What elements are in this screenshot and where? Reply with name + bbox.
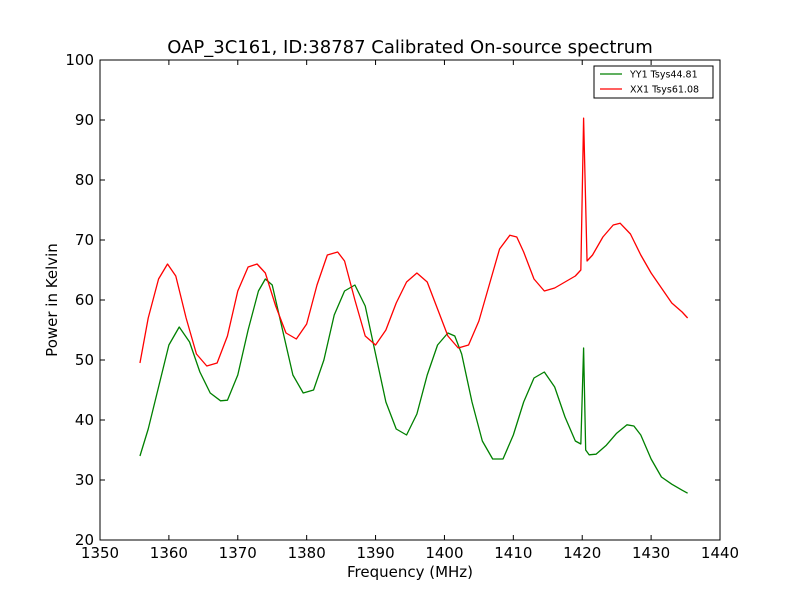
y-tick-label: 60 — [75, 291, 94, 309]
series-layer — [139, 117, 689, 494]
x-axis-label: Frequency (MHz) — [347, 563, 473, 581]
x-tick-label: 1410 — [494, 544, 532, 562]
x-tick-label: 1420 — [563, 544, 601, 562]
y-tick-label: 100 — [65, 51, 94, 69]
y-tick-label: 80 — [75, 171, 94, 189]
y-tick-label: 20 — [75, 531, 94, 549]
y-tick-label: 40 — [75, 411, 94, 429]
series-line-yy1 — [139, 278, 688, 494]
x-tick-label: 1350 — [81, 544, 119, 562]
x-tick-label: 1400 — [425, 544, 463, 562]
x-tick-label: 1390 — [356, 544, 394, 562]
x-tick-label: 1370 — [219, 544, 257, 562]
x-tick-label: 1380 — [288, 544, 326, 562]
plot-frame — [99, 59, 721, 541]
y-tick-label: 70 — [75, 231, 94, 249]
y-tick-label: 30 — [75, 471, 94, 489]
x-tick-label: 1440 — [701, 544, 739, 562]
legend-label-xx1: XX1 Tsys61.08 — [630, 85, 699, 96]
plot-area: 1350 1360 1370 1380 1390 1400 1410 1420 1430 1440… — [65, 51, 739, 562]
chart-title: OAP_3C161, ID:38787 Calibrated On-source… — [167, 37, 653, 58]
legend-label-yy1: YY1 Tsys44.81 — [629, 70, 698, 81]
y-tick-label: 90 — [75, 111, 94, 129]
legend-frame — [593, 65, 714, 99]
ticks-layer: 1350 1360 1370 1380 1390 1400 1410 1420 1430 1440… — [65, 51, 739, 562]
series-line-xx1 — [139, 117, 689, 367]
y-axis-label: Power in Kelvin — [43, 243, 61, 357]
y-tick-label: 50 — [75, 351, 94, 369]
x-tick-label: 1360 — [150, 544, 188, 562]
x-tick-label: 1430 — [632, 544, 670, 562]
legend: YY1 Tsys44.81 XX1 Tsys61.08 — [593, 65, 714, 99]
